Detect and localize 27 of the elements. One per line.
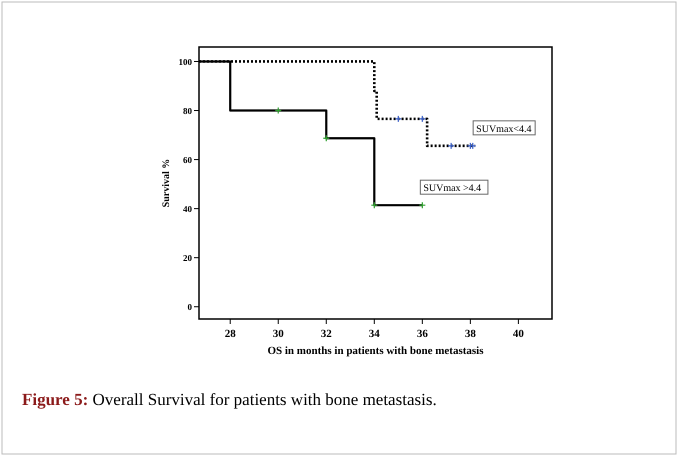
y-tick-label: 40 bbox=[183, 204, 192, 214]
caption: Figure 5: Overall Survival for patients with bone metastasis. bbox=[22, 390, 437, 409]
y-axis-title: Survival % bbox=[161, 158, 172, 208]
y-tick-label: 80 bbox=[183, 106, 192, 116]
x-tick-label: 34 bbox=[368, 328, 380, 340]
point bbox=[448, 142, 455, 150]
point bbox=[274, 106, 282, 114]
x-tick-label: 38 bbox=[464, 328, 476, 340]
point bbox=[370, 202, 378, 209]
y-tick-label: 20 bbox=[183, 253, 192, 264]
x-tick-label: 36 bbox=[416, 328, 428, 340]
point bbox=[322, 134, 330, 142]
annotation: SUVmax >4.4 bbox=[423, 183, 482, 194]
point bbox=[466, 142, 474, 150]
x-tick-label: 28 bbox=[224, 328, 236, 340]
y-tick-label: 0 bbox=[188, 302, 192, 312]
point bbox=[418, 202, 426, 209]
x-tick-label: 30 bbox=[272, 328, 284, 340]
y-tick-label: 60 bbox=[183, 155, 192, 166]
x-tick-label: 32 bbox=[320, 328, 332, 340]
x-tick-label: 40 bbox=[512, 328, 524, 340]
annotation: SUVmax<4.4 bbox=[476, 124, 532, 135]
x-axis-title: OS in months in patients with bone metastasis bbox=[267, 345, 484, 357]
point bbox=[469, 142, 476, 150]
y-tick-label: 100 bbox=[178, 56, 192, 67]
point bbox=[418, 115, 426, 122]
point bbox=[394, 115, 402, 122]
